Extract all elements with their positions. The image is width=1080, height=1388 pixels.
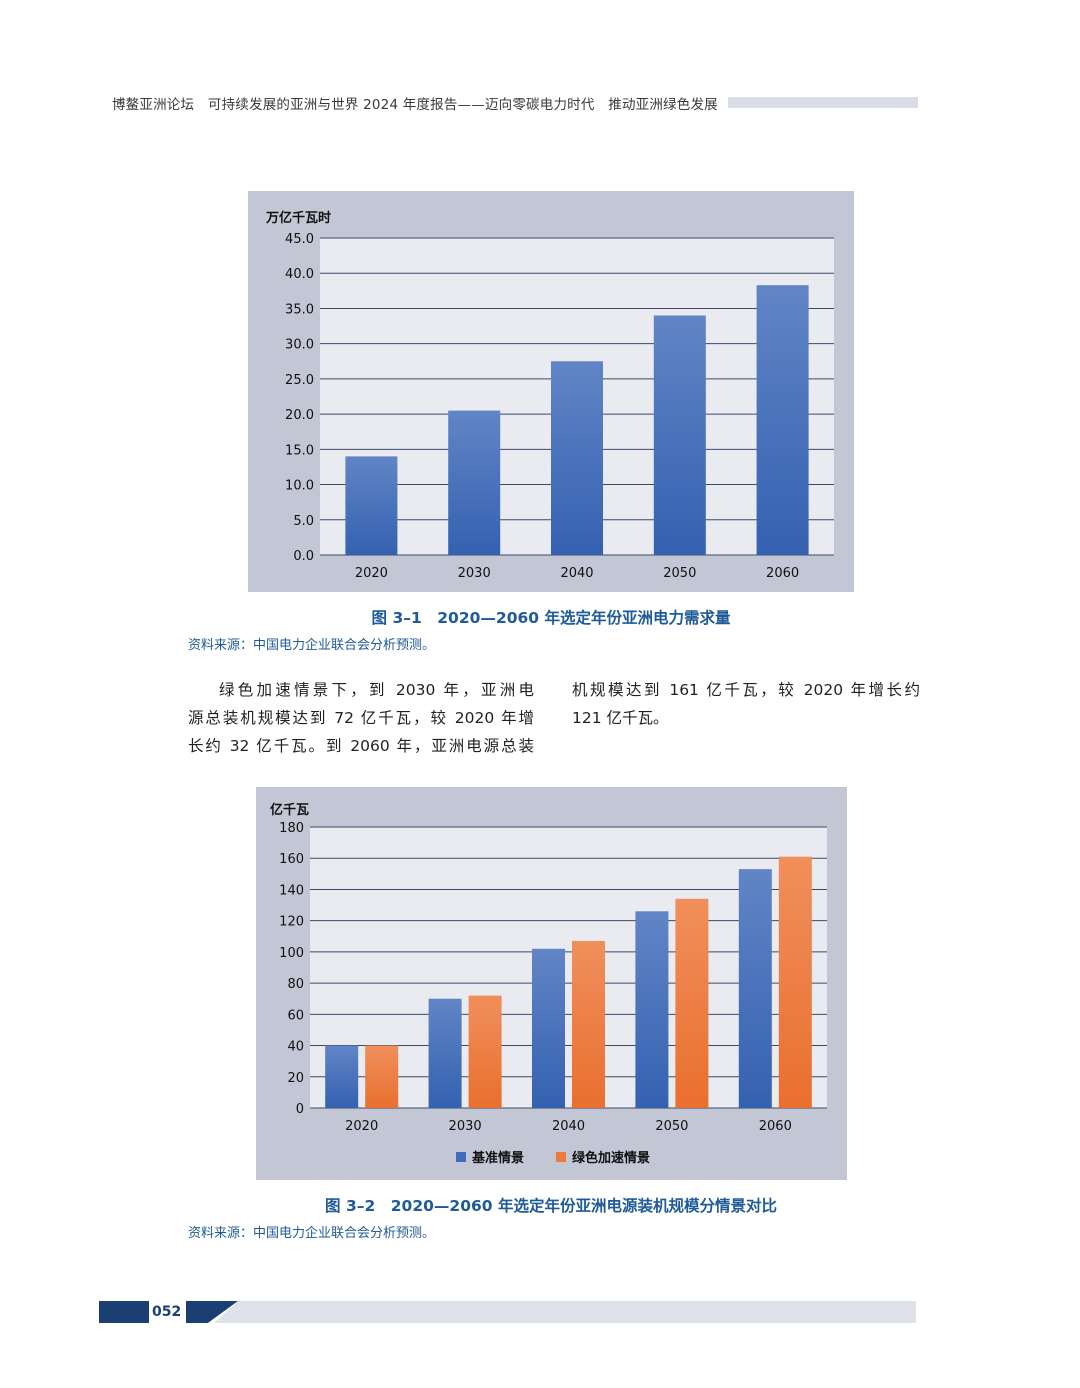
bar bbox=[345, 456, 398, 555]
y-tick-label: 180 bbox=[279, 821, 304, 836]
bar-green-accel bbox=[778, 856, 812, 1108]
y-tick-label: 5.0 bbox=[293, 514, 314, 529]
figure-3-1-source: 资料来源：中国电力企业联合会分析预测。 bbox=[188, 638, 436, 653]
y-tick-label: 10.0 bbox=[285, 479, 314, 494]
y-tick-label: 15.0 bbox=[285, 443, 314, 458]
page-number: 052 bbox=[152, 1304, 182, 1320]
bar-green-accel bbox=[365, 1045, 399, 1108]
legend-label: 绿色加速情景 bbox=[572, 1150, 650, 1166]
bar bbox=[756, 285, 809, 555]
bar-baseline bbox=[635, 911, 669, 1108]
y-tick-label: 30.0 bbox=[285, 338, 314, 353]
y-tick-label: 20 bbox=[287, 1071, 304, 1086]
body-line: 机规模达到 161 亿千瓦，较 2020 年增长约 bbox=[572, 681, 920, 699]
capacity-chart: 0 20 40 60 80 100 120 140 160 180 亿千瓦 2020 2030 2040 2… bbox=[256, 787, 847, 1180]
bar-green-accel bbox=[468, 995, 502, 1108]
y-tick-label: 140 bbox=[279, 883, 304, 898]
bar-baseline bbox=[325, 1045, 359, 1108]
y-tick-label: 40 bbox=[287, 1040, 304, 1055]
figure-3-2-source: 资料来源：中国电力企业联合会分析预测。 bbox=[188, 1226, 436, 1241]
demand-chart-svg: 0.0 5.0 10.0 15.0 20.0 25.0 30.0 35.0 40.0 45.0 万亿… bbox=[265, 210, 834, 581]
bar bbox=[551, 361, 603, 555]
body-line: 长约 32 亿千瓦。到 2060 年，亚洲电源总装 bbox=[188, 737, 534, 755]
bar-baseline bbox=[428, 998, 462, 1108]
bar-green-accel bbox=[572, 940, 605, 1108]
bar-green-accel bbox=[675, 898, 709, 1108]
x-tick-label: 2030 bbox=[458, 566, 491, 581]
y-tick-label: 120 bbox=[279, 915, 304, 930]
x-tick-label: 2060 bbox=[766, 566, 799, 581]
demand-chart: 0.0 5.0 10.0 15.0 20.0 25.0 30.0 35.0 40.0 45.0 万亿… bbox=[248, 191, 854, 592]
x-tick-label: 2040 bbox=[552, 1119, 585, 1134]
y-tick-label: 25.0 bbox=[285, 373, 314, 388]
footer-bar bbox=[214, 1301, 916, 1323]
y-axis-label: 亿千瓦 bbox=[270, 802, 309, 818]
y-axis-label: 万亿千瓦时 bbox=[265, 210, 331, 226]
y-tick-label: 80 bbox=[287, 977, 304, 992]
y-tick-label: 0.0 bbox=[293, 549, 314, 564]
x-tick-label: 2020 bbox=[345, 1119, 378, 1134]
x-tick-label: 2060 bbox=[759, 1119, 792, 1134]
x-tick-label: 2050 bbox=[663, 566, 696, 581]
y-tick-label: 60 bbox=[287, 1008, 304, 1023]
legend-swatch bbox=[456, 1152, 466, 1162]
body-line: 121 亿千瓦。 bbox=[572, 709, 669, 727]
legend-swatch bbox=[556, 1152, 566, 1162]
body-line: 源总装机规模达到 72 亿千瓦，较 2020 年增 bbox=[188, 709, 534, 727]
x-tick-label: 2020 bbox=[355, 566, 388, 581]
bar-baseline bbox=[532, 948, 565, 1108]
body-line: 绿色加速情景下，到 2030 年，亚洲电 bbox=[219, 681, 534, 699]
y-tick-label: 100 bbox=[279, 946, 304, 961]
body-text-left-column: 绿色加速情景下，到 2030 年，亚洲电 源总装机规模达到 72 亿千瓦，较 2… bbox=[188, 676, 534, 760]
header-decoration-bar bbox=[728, 97, 918, 108]
bar bbox=[653, 315, 706, 555]
legend-label: 基准情景 bbox=[471, 1150, 524, 1166]
body-text-right-column: 机规模达到 161 亿千瓦，较 2020 年增长约 121 亿千瓦。 bbox=[572, 676, 920, 732]
x-tick-label: 2040 bbox=[560, 566, 593, 581]
figure-3-2-caption: 图 3–2 2020—2060 年选定年份亚洲电源装机规模分情景对比 bbox=[325, 1197, 777, 1215]
y-tick-label: 20.0 bbox=[285, 408, 314, 423]
footer-block bbox=[99, 1301, 149, 1323]
x-tick-label: 2050 bbox=[655, 1119, 688, 1134]
bar-baseline bbox=[738, 869, 772, 1108]
y-tick-label: 160 bbox=[279, 852, 304, 867]
x-tick-label: 2030 bbox=[449, 1119, 482, 1134]
running-header: 博鳌亚洲论坛 可持续发展的亚洲与世界 2024 年度报告——迈向零碳电力时代 推… bbox=[112, 97, 718, 113]
y-tick-label: 45.0 bbox=[285, 232, 314, 247]
y-tick-label: 35.0 bbox=[285, 302, 314, 317]
bar bbox=[448, 410, 501, 555]
y-tick-label: 0 bbox=[296, 1102, 304, 1117]
figure-3-1-caption: 图 3–1 2020—2060 年选定年份亚洲电力需求量 bbox=[371, 609, 731, 627]
y-tick-label: 40.0 bbox=[285, 267, 314, 282]
